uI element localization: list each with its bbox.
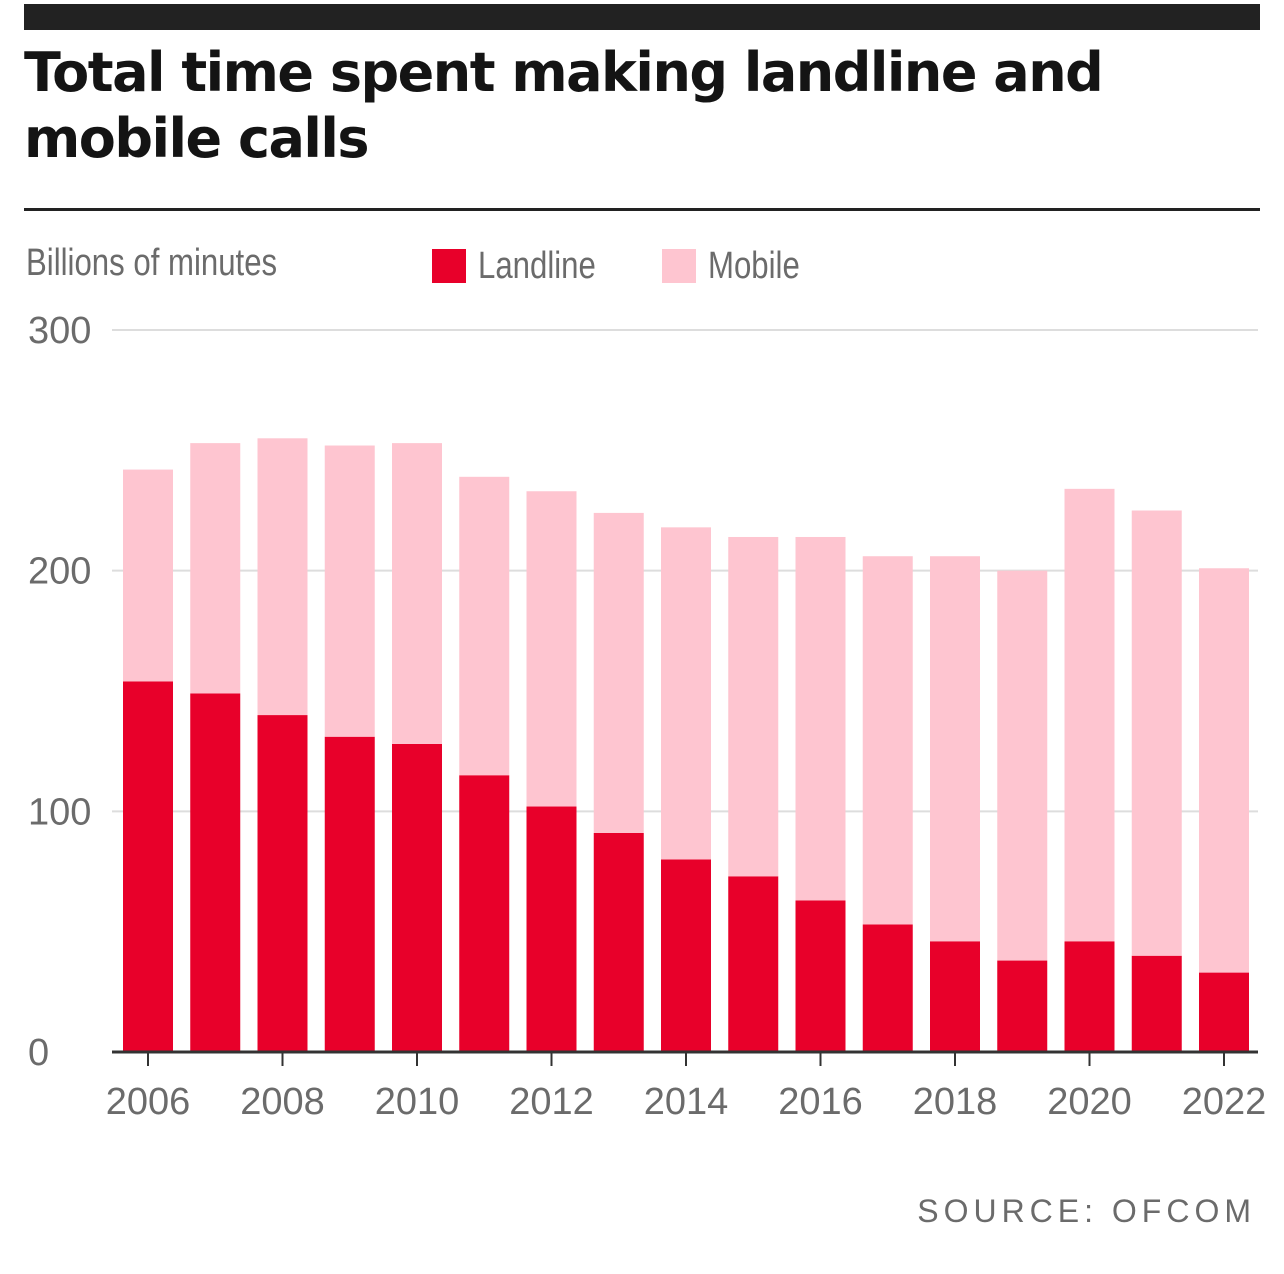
- bar-mobile-2008: [257, 438, 308, 716]
- bar-landline-2011: [459, 775, 510, 1052]
- x-tick-label-2020: 2020: [1047, 1081, 1132, 1123]
- y-tick-label-300: 300: [28, 310, 91, 352]
- legend-swatch-landline: [432, 249, 466, 283]
- bar-mobile-2016: [795, 536, 846, 901]
- bar-mobile-2019: [997, 570, 1048, 961]
- bar-mobile-2013: [593, 512, 644, 833]
- bar-mobile-2007: [190, 443, 241, 694]
- bar-landline-2014: [661, 859, 711, 1052]
- bar-mobile-2020: [1064, 488, 1115, 942]
- y-tick-label-200: 200: [28, 551, 91, 593]
- x-tick-label-2016: 2016: [778, 1081, 863, 1123]
- bar-landline-2010: [392, 743, 442, 1052]
- bar-mobile-2021: [1131, 510, 1182, 956]
- legend-item-mobile: Mobile: [662, 242, 820, 290]
- header-top-bar: [24, 4, 1260, 30]
- bar-mobile-2015: [728, 536, 779, 877]
- x-tick-label-2018: 2018: [913, 1081, 998, 1123]
- x-tick-label-2022: 2022: [1182, 1081, 1267, 1123]
- bar-landline-2015: [728, 876, 779, 1052]
- legend-label-landline: Landline: [478, 244, 596, 287]
- x-tick-label-2010: 2010: [375, 1081, 460, 1123]
- x-tick-label-2014: 2014: [644, 1081, 729, 1123]
- title-divider: [24, 208, 1260, 211]
- x-tick-label-2012: 2012: [509, 1081, 594, 1123]
- chart-title: Total time spent making landline and mob…: [24, 41, 1104, 170]
- bar-mobile-2017: [862, 556, 913, 925]
- x-tick-label-2008: 2008: [240, 1081, 325, 1123]
- bar-mobile-2010: [392, 443, 442, 744]
- y-tick-label-100: 100: [28, 791, 91, 833]
- bar-landline-2017: [862, 924, 913, 1052]
- legend-swatch-mobile: [662, 249, 696, 283]
- bar-landline-2021: [1131, 955, 1182, 1052]
- bar-mobile-2006: [123, 469, 173, 682]
- bar-mobile-2009: [324, 445, 375, 737]
- x-tick-label-2006: 2006: [106, 1081, 191, 1123]
- bar-landline-2007: [190, 693, 241, 1052]
- bar-landline-2022: [1199, 972, 1249, 1052]
- bar-landline-2009: [324, 736, 375, 1052]
- bar-landline-2012: [526, 806, 577, 1052]
- bar-landline-2019: [997, 960, 1048, 1052]
- bar-mobile-2011: [459, 476, 510, 776]
- y-axis-unit-label: Billions of minutes: [26, 242, 278, 284]
- bar-landline-2008: [257, 715, 308, 1052]
- bar-landline-2006: [123, 681, 173, 1052]
- legend-item-landline: Landline: [432, 242, 622, 290]
- y-tick-label-0: 0: [28, 1032, 49, 1074]
- bar-mobile-2018: [930, 556, 980, 942]
- bar-mobile-2022: [1199, 568, 1249, 973]
- bar-mobile-2014: [661, 527, 711, 860]
- bar-landline-2013: [593, 832, 644, 1052]
- source-credit: SOURCE: OFCOM: [917, 1193, 1256, 1229]
- bar-landline-2016: [795, 900, 846, 1052]
- legend-label-mobile: Mobile: [708, 244, 800, 287]
- bar-mobile-2012: [526, 491, 577, 807]
- bar-landline-2020: [1064, 941, 1115, 1052]
- bar-landline-2018: [930, 941, 980, 1052]
